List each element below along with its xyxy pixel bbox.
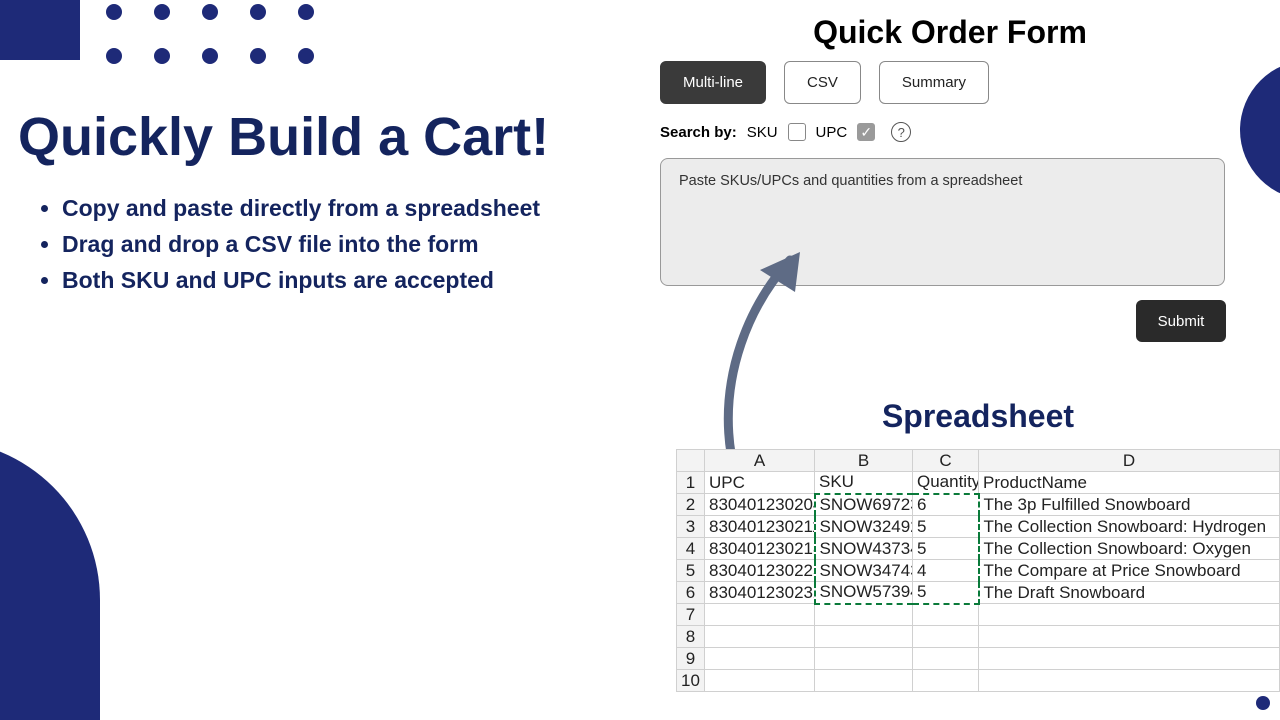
cell[interactable]: ProductName [979, 472, 1280, 494]
cell[interactable] [913, 670, 979, 692]
cell[interactable] [913, 648, 979, 670]
search-by-row: Search by: SKU UPC ✓ ? [660, 122, 1240, 142]
bullet-item: Copy and paste directly from a spreadshe… [62, 191, 628, 227]
decor-dots-top [106, 4, 314, 64]
col-header[interactable]: B [815, 450, 913, 472]
cell[interactable] [815, 626, 913, 648]
cell[interactable]: The Collection Snowboard: Hydrogen [979, 516, 1280, 538]
cell[interactable] [705, 648, 815, 670]
cell[interactable]: 830401230211 [705, 516, 815, 538]
cell[interactable]: SKU [815, 472, 913, 494]
spreadsheet-area: Spreadsheet A B C D 1UPCSKUQuantityProdu… [676, 398, 1280, 692]
headline-area: Quickly Build a Cart! Copy and paste dir… [18, 108, 628, 298]
cell[interactable] [979, 626, 1280, 648]
tab-csv[interactable]: CSV [784, 61, 861, 104]
cell[interactable] [815, 604, 913, 626]
submit-button[interactable]: Submit [1136, 300, 1226, 342]
sku-checkbox[interactable] [788, 123, 806, 141]
cell[interactable]: SNOW43734 [815, 538, 913, 560]
cell[interactable] [705, 604, 815, 626]
row-header[interactable]: 9 [677, 648, 705, 670]
bullet-item: Drag and drop a CSV file into the form [62, 227, 628, 263]
cell[interactable]: The 3p Fulfilled Snowboard [979, 494, 1280, 516]
cell[interactable]: The Draft Snowboard [979, 582, 1280, 604]
row-header[interactable]: 4 [677, 538, 705, 560]
cell[interactable] [913, 626, 979, 648]
row-header[interactable]: 2 [677, 494, 705, 516]
spreadsheet-title: Spreadsheet [676, 398, 1280, 435]
row-header[interactable]: 5 [677, 560, 705, 582]
cell[interactable]: 4 [913, 560, 979, 582]
cell[interactable]: 5 [913, 516, 979, 538]
cell[interactable] [705, 670, 815, 692]
row-header[interactable]: 6 [677, 582, 705, 604]
tab-summary[interactable]: Summary [879, 61, 989, 104]
page-headline: Quickly Build a Cart! [18, 108, 628, 167]
cell[interactable]: SNOW32492 [815, 516, 913, 538]
row-header[interactable]: 10 [677, 670, 705, 692]
cell[interactable]: UPC [705, 472, 815, 494]
spreadsheet-table: A B C D 1UPCSKUQuantityProductName283040… [676, 449, 1280, 692]
cell[interactable]: 5 [913, 538, 979, 560]
cell[interactable]: 830401230225 [705, 560, 815, 582]
cell[interactable]: SNOW69723 [815, 494, 913, 516]
cell[interactable]: The Collection Snowboard: Oxygen [979, 538, 1280, 560]
cell[interactable] [913, 604, 979, 626]
cell[interactable]: SNOW57394 [815, 582, 913, 604]
row-header[interactable]: 3 [677, 516, 705, 538]
sheet-corner[interactable] [677, 450, 705, 472]
cell[interactable]: 5 [913, 582, 979, 604]
upc-checkbox[interactable]: ✓ [857, 123, 875, 141]
cell[interactable]: 830401230218 [705, 538, 815, 560]
sku-label: SKU [747, 124, 778, 141]
tab-multiline[interactable]: Multi-line [660, 61, 766, 104]
decor-arc-right [1240, 60, 1280, 200]
col-header[interactable]: C [913, 450, 979, 472]
paste-input[interactable]: Paste SKUs/UPCs and quantities from a sp… [660, 158, 1225, 286]
cell[interactable] [979, 604, 1280, 626]
cell[interactable] [815, 670, 913, 692]
cell[interactable]: SNOW34743 [815, 560, 913, 582]
row-header[interactable]: 1 [677, 472, 705, 494]
search-by-label: Search by: [660, 124, 737, 141]
cell[interactable]: The Compare at Price Snowboard [979, 560, 1280, 582]
qof-title: Quick Order Form [660, 14, 1240, 51]
cell[interactable]: 830401230204 [705, 494, 815, 516]
paste-placeholder: Paste SKUs/UPCs and quantities from a sp… [679, 173, 1022, 189]
col-header[interactable]: A [705, 450, 815, 472]
row-header[interactable]: 7 [677, 604, 705, 626]
cell[interactable]: 830401230232 [705, 582, 815, 604]
cell[interactable] [979, 648, 1280, 670]
quick-order-form: Quick Order Form Multi-line CSV Summary … [660, 14, 1240, 342]
bullet-item: Both SKU and UPC inputs are accepted [62, 263, 628, 299]
decor-arc-bottom-left [0, 440, 100, 720]
cell[interactable] [815, 648, 913, 670]
feature-bullets: Copy and paste directly from a spreadshe… [18, 191, 628, 298]
help-icon[interactable]: ? [891, 122, 911, 142]
decor-block-top-left [0, 0, 80, 60]
cell[interactable] [705, 626, 815, 648]
upc-label: UPC [816, 124, 848, 141]
cell[interactable] [979, 670, 1280, 692]
row-header[interactable]: 8 [677, 626, 705, 648]
cell[interactable]: Quantity [913, 472, 979, 494]
cell[interactable]: 6 [913, 494, 979, 516]
qof-tabs: Multi-line CSV Summary [660, 61, 1240, 104]
col-header[interactable]: D [979, 450, 1280, 472]
